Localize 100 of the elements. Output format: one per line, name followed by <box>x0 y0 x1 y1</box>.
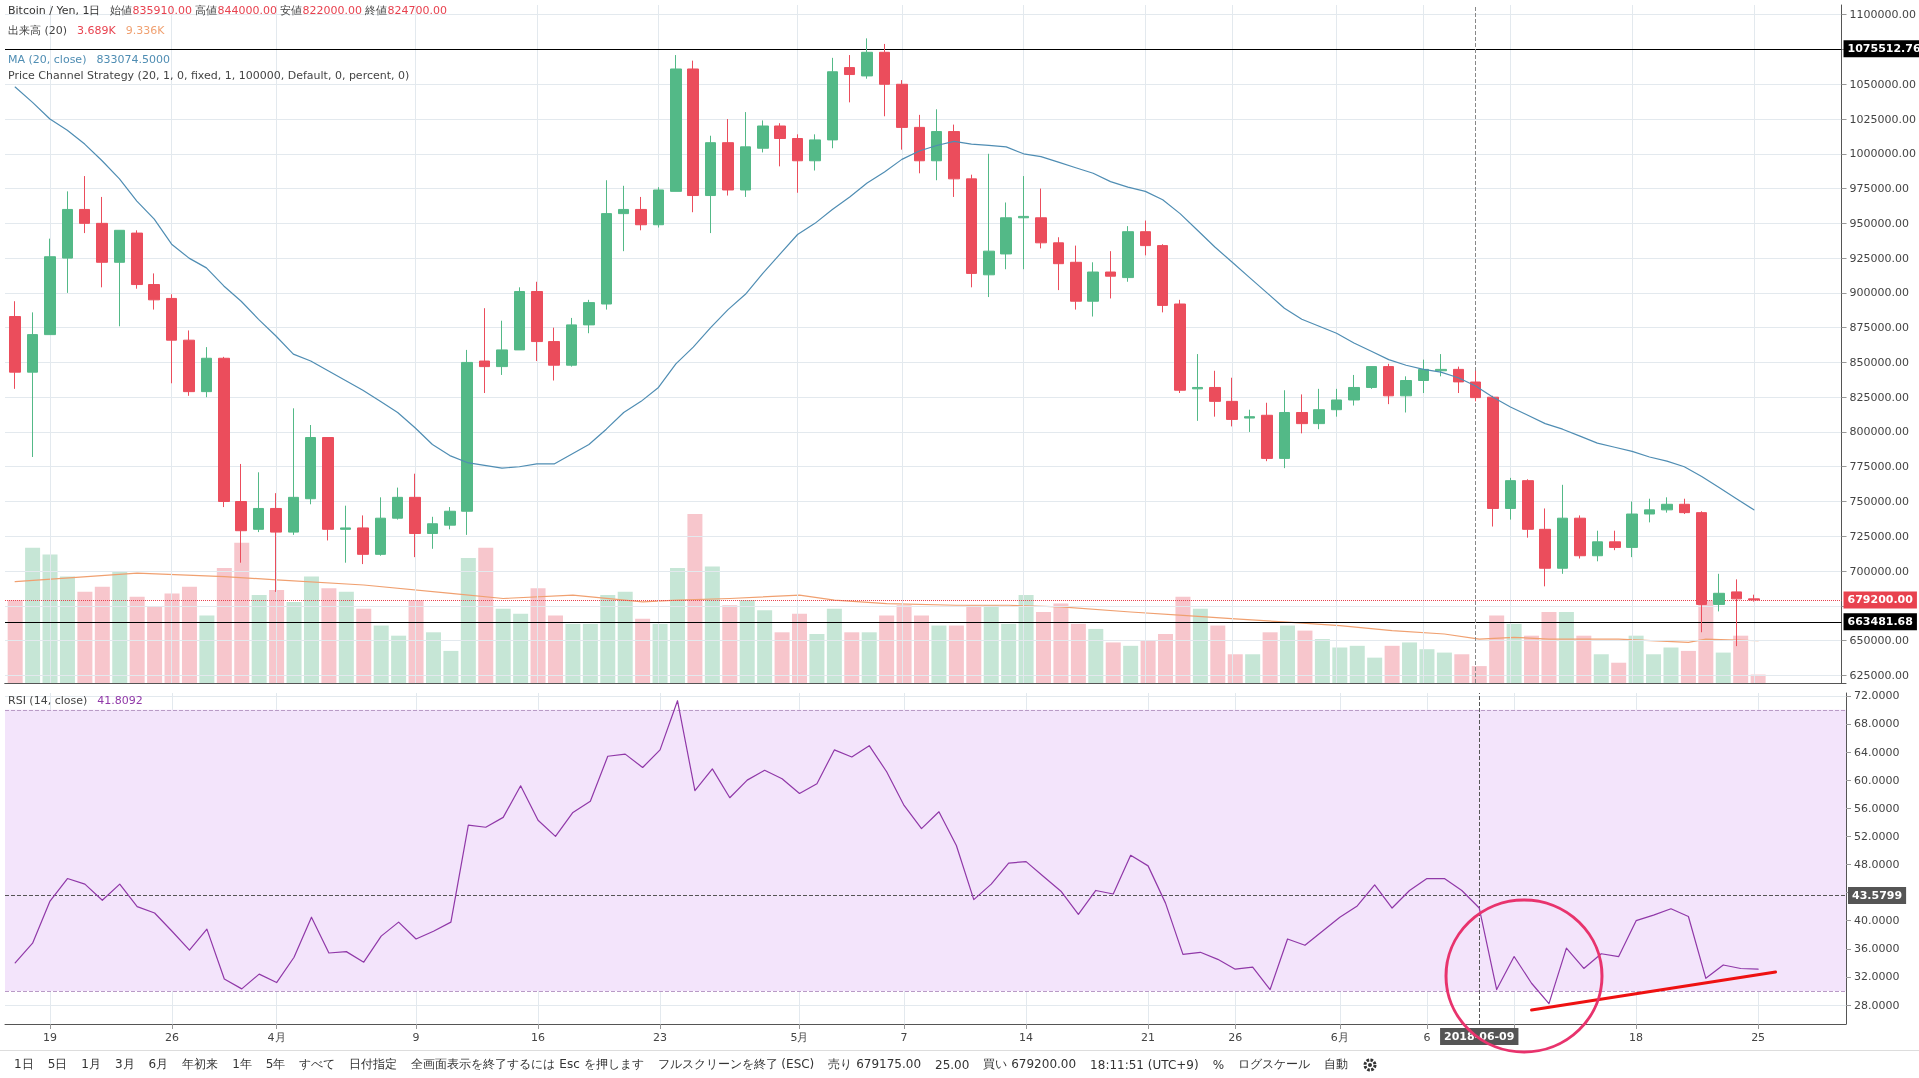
bar <box>1558 612 1574 683</box>
candlestick <box>792 133 803 194</box>
bar <box>373 625 389 683</box>
candlestick <box>253 471 264 533</box>
candlestick <box>1087 261 1099 318</box>
candlestick <box>1661 496 1673 514</box>
y-tick-label: 68.0000 <box>1854 717 1900 731</box>
bar <box>809 633 825 683</box>
candlestick <box>653 186 664 229</box>
candlestick <box>1261 402 1273 462</box>
candlestick <box>1574 514 1586 560</box>
candlestick <box>44 238 56 336</box>
bar <box>147 606 163 683</box>
bar <box>844 632 860 683</box>
x-tick-label: 5月 <box>790 1031 809 1044</box>
candlestick <box>305 424 316 505</box>
bar <box>129 596 145 683</box>
bar <box>303 576 319 683</box>
candlestick <box>1539 507 1551 587</box>
bar <box>931 625 947 683</box>
bar <box>59 576 75 683</box>
bar <box>1576 635 1592 683</box>
y-tick-label: 875000.00 <box>1849 321 1910 335</box>
y-tick-label: 48.0000 <box>1854 857 1900 871</box>
y-tick-label: 975000.00 <box>1849 182 1910 196</box>
candlestick <box>601 179 612 311</box>
bar <box>966 605 982 683</box>
bar <box>582 623 598 683</box>
bar <box>600 595 616 683</box>
candlestick <box>375 496 386 557</box>
bar <box>1541 612 1557 683</box>
bar <box>652 623 668 683</box>
bar <box>635 618 651 683</box>
candlestick <box>1713 573 1725 612</box>
candlestick <box>62 190 73 294</box>
bar <box>826 608 842 683</box>
text: 全画面表示を終了するには Esc を押します <box>411 1056 644 1073</box>
candlestick <box>1140 220 1151 256</box>
y-tick-label: 60.0000 <box>1854 773 1900 787</box>
bar <box>1680 650 1696 683</box>
bar <box>356 608 372 683</box>
bar <box>77 591 93 683</box>
candlestick <box>1053 236 1064 291</box>
candlestick <box>670 54 682 192</box>
candlestick <box>861 37 873 80</box>
bar <box>1262 632 1278 683</box>
x-tick-label: 26 <box>1228 1031 1243 1044</box>
text: MA (20, close) <box>8 53 87 66</box>
candlestick <box>844 54 855 103</box>
candlestick <box>340 505 351 564</box>
y-tick-label: 40.0000 <box>1854 914 1900 928</box>
bar <box>7 600 23 683</box>
bar <box>286 601 302 683</box>
bar <box>617 591 633 683</box>
candlestick <box>1383 363 1394 405</box>
text: ログスケール <box>1238 1056 1311 1073</box>
y-tick-label: 850000.00 <box>1849 355 1910 369</box>
text: 5年 <box>265 1056 286 1073</box>
candlestick <box>479 307 490 394</box>
ref-line-label: 663481.68 <box>1847 615 1913 629</box>
candlestick <box>548 327 560 382</box>
bar <box>1088 628 1104 683</box>
candlestick <box>1157 243 1168 313</box>
chart-title: Bitcoin / Yen, 1日 <box>8 4 101 17</box>
x-tick-label: 6 <box>1423 1031 1431 1044</box>
text: 18:11:51 (UTC+9) <box>1090 1057 1199 1072</box>
y-tick-label: 1025000.00 <box>1849 112 1916 126</box>
candlestick <box>722 118 734 197</box>
bar <box>1349 645 1365 683</box>
bar <box>112 571 128 683</box>
bar <box>338 591 354 683</box>
y-tick-label: 700000.00 <box>1849 564 1910 578</box>
candlestick <box>1296 393 1308 434</box>
bar <box>216 568 232 683</box>
text: フルスクリーンを終了 (ESC) <box>657 1056 815 1073</box>
candlestick <box>288 407 299 536</box>
x-tick-label: 26 <box>165 1031 180 1044</box>
text: 売り 679175.00 <box>828 1056 922 1073</box>
y-tick-label: 52.0000 <box>1854 829 1900 843</box>
text: 1年 <box>232 1056 252 1073</box>
candlestick <box>1592 530 1603 562</box>
y-tick-label: 950000.00 <box>1849 216 1910 230</box>
chart-title: 出来高 (20) <box>8 24 68 37</box>
candlestick <box>914 114 925 174</box>
text: % <box>1212 1057 1225 1072</box>
bar <box>1210 625 1226 683</box>
candlestick <box>1035 188 1047 249</box>
text: 25.00 <box>935 1057 970 1072</box>
candlestick <box>1418 359 1429 394</box>
bar <box>669 568 685 683</box>
bar <box>251 595 267 683</box>
bar <box>1454 654 1470 683</box>
candlestick <box>827 57 838 149</box>
bar <box>1070 623 1086 683</box>
candlestick <box>114 229 125 327</box>
candlestick <box>392 487 403 521</box>
bar <box>25 547 41 683</box>
bar <box>1105 642 1121 683</box>
candlestick <box>166 293 177 384</box>
candlestick <box>357 514 369 565</box>
